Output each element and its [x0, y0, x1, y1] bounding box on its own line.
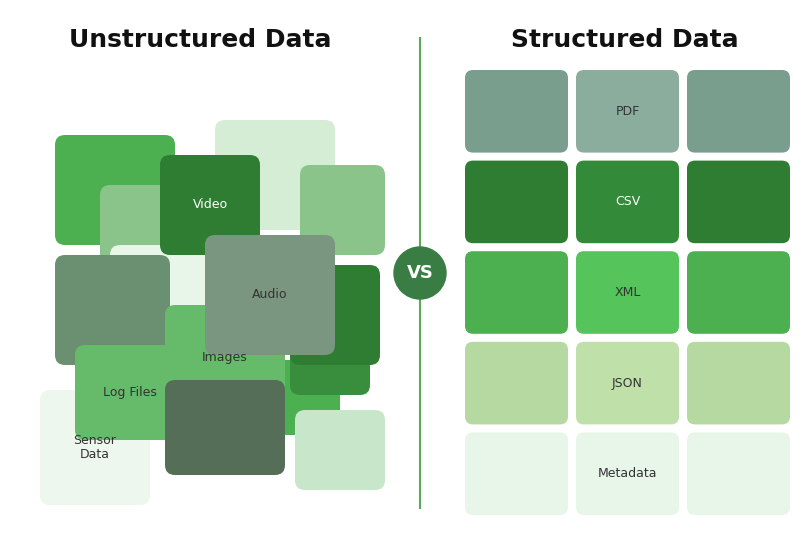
Text: JSON: JSON	[612, 377, 643, 390]
FancyBboxPatch shape	[40, 390, 150, 505]
FancyBboxPatch shape	[576, 251, 679, 334]
FancyBboxPatch shape	[165, 305, 285, 410]
FancyBboxPatch shape	[215, 120, 335, 230]
Circle shape	[394, 247, 446, 299]
Text: Unstructured Data: Unstructured Data	[69, 28, 331, 52]
FancyBboxPatch shape	[687, 70, 790, 152]
Text: XML: XML	[614, 286, 641, 299]
FancyBboxPatch shape	[290, 265, 380, 365]
FancyBboxPatch shape	[576, 161, 679, 243]
FancyBboxPatch shape	[165, 380, 285, 475]
FancyBboxPatch shape	[687, 342, 790, 424]
FancyBboxPatch shape	[55, 135, 175, 245]
Text: Metadata: Metadata	[597, 467, 658, 480]
FancyBboxPatch shape	[576, 342, 679, 424]
FancyBboxPatch shape	[687, 161, 790, 243]
FancyBboxPatch shape	[100, 185, 210, 290]
FancyBboxPatch shape	[576, 432, 679, 515]
FancyBboxPatch shape	[300, 165, 385, 255]
Text: Audio: Audio	[253, 288, 288, 301]
FancyBboxPatch shape	[205, 235, 335, 355]
FancyBboxPatch shape	[75, 345, 185, 440]
Text: Sensor
Data: Sensor Data	[74, 434, 116, 461]
FancyBboxPatch shape	[465, 251, 568, 334]
FancyBboxPatch shape	[465, 342, 568, 424]
FancyBboxPatch shape	[110, 245, 220, 350]
Text: Video: Video	[192, 199, 228, 211]
FancyBboxPatch shape	[465, 70, 568, 152]
Text: VS: VS	[407, 264, 433, 282]
Text: Log Files: Log Files	[103, 386, 157, 399]
FancyBboxPatch shape	[687, 432, 790, 515]
FancyBboxPatch shape	[465, 161, 568, 243]
FancyBboxPatch shape	[576, 70, 679, 152]
Text: CSV: CSV	[615, 195, 640, 209]
FancyBboxPatch shape	[290, 320, 370, 395]
FancyBboxPatch shape	[687, 251, 790, 334]
FancyBboxPatch shape	[255, 360, 340, 435]
FancyBboxPatch shape	[160, 155, 260, 255]
FancyBboxPatch shape	[295, 410, 385, 490]
FancyBboxPatch shape	[55, 255, 170, 365]
Text: PDF: PDF	[615, 105, 640, 118]
FancyBboxPatch shape	[465, 432, 568, 515]
Text: Images: Images	[202, 351, 248, 364]
Text: Structured Data: Structured Data	[511, 28, 739, 52]
